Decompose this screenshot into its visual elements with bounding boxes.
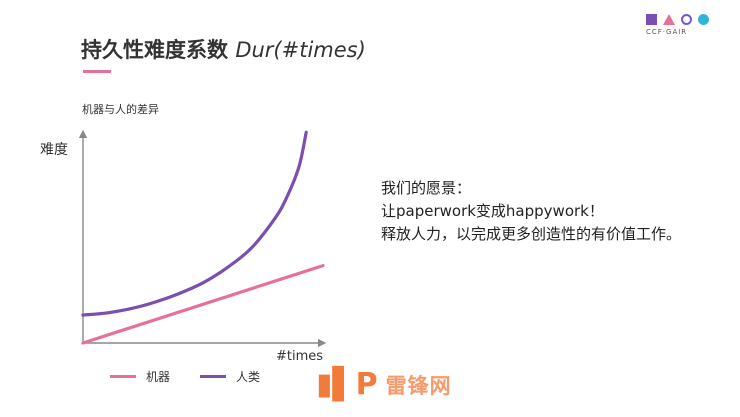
vision-line-1: 我们的愿景：	[381, 179, 472, 197]
vision-line-2: 让paperwork变成happywork！	[381, 202, 604, 220]
title-underline	[83, 70, 111, 73]
slide-title-cn: 持久性难度系数	[81, 38, 236, 62]
logo-square-icon	[646, 14, 657, 25]
vision-line-3: 释放人力，以完成更多创造性的有价值工作。	[381, 225, 682, 243]
logo-dot-icon	[698, 14, 709, 25]
vision-text: 我们的愿景： 让paperwork变成happywork！ 释放人力，以完成更多…	[381, 177, 681, 246]
watermark-logo-icon: ▮▌P	[316, 367, 378, 402]
slide-title: 持久性难度系数 Dur(#times)	[81, 34, 366, 64]
legend-swatch-machine	[110, 375, 136, 378]
logo-shapes	[646, 14, 716, 25]
y-axis-label: 难度	[40, 142, 68, 158]
leiphone-watermark: ▮▌P 雷锋网	[316, 370, 452, 400]
x-axis-label: #times	[276, 349, 324, 364]
legend-swatch-human	[200, 375, 227, 378]
legend-item-human: 人类	[200, 368, 260, 385]
chart-legend: 机器 人类	[110, 368, 290, 385]
logo-triangle-icon	[663, 14, 675, 25]
slide-title-en: Dur(#times)	[235, 38, 366, 62]
legend-label-human: 人类	[236, 370, 261, 384]
watermark-text: 雷锋网	[385, 374, 452, 398]
series-line-machine	[81, 264, 325, 345]
legend-item-machine: 机器	[110, 368, 170, 385]
logo-ring-icon	[681, 14, 692, 25]
legend-label-machine: 机器	[146, 370, 171, 384]
ccf-gair-logo: CCF·GAIR	[646, 14, 716, 44]
series-line-human	[81, 130, 308, 317]
logo-text: CCF·GAIR	[646, 28, 688, 36]
chart-title: 机器与人的差异	[82, 103, 159, 116]
